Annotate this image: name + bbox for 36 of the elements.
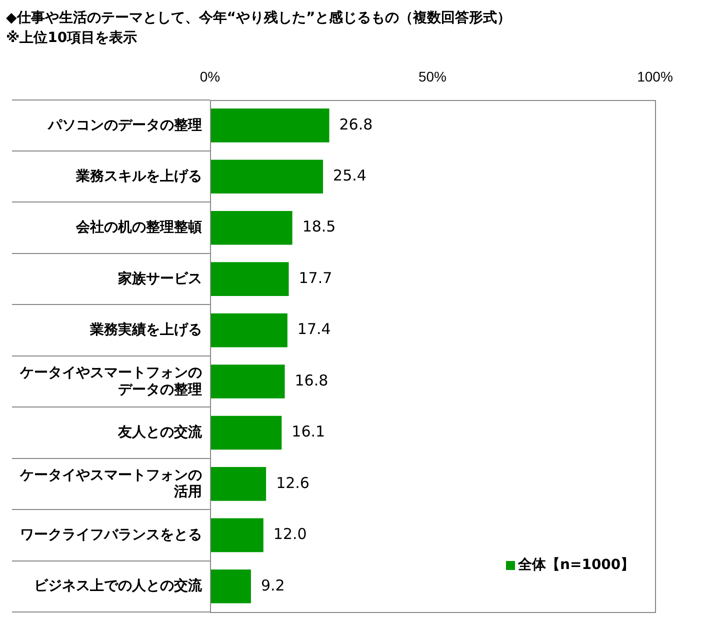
data-label: 25.4 [333, 166, 366, 185]
x-tick-label: 0% [200, 68, 220, 84]
y-tick-label: 業務実績を上げる [89, 321, 202, 338]
text: ※上位10項目を表示 [6, 29, 138, 48]
data-label: 12.6 [276, 474, 310, 492]
y-tick-label: 業務スキルを上げる [75, 167, 202, 184]
bar [210, 160, 324, 194]
bar [210, 416, 282, 450]
bar [210, 364, 285, 398]
bar [210, 569, 251, 604]
data-label: 18.5 [302, 218, 336, 236]
data-label: 16.1 [292, 422, 326, 441]
bar [210, 467, 266, 501]
data-label: 17.7 [298, 268, 332, 287]
x-tick-label: 50% [418, 68, 447, 84]
x-tick-label: 100% [637, 68, 673, 84]
data-label: 17.4 [297, 320, 331, 338]
y-tick-label: ケータイやスマートフォンのデータの整理 [19, 364, 202, 397]
bar [210, 313, 288, 348]
data-label: 12.0 [273, 525, 307, 544]
y-tick-label: ケータイやスマートフォンの活用 [19, 466, 202, 500]
y-tick-label: パソコンのデータの整理 [47, 116, 202, 132]
bar [210, 108, 330, 142]
data-label: 16.8 [294, 371, 328, 390]
chart-title: ◆仕事や生活のテーマとして、今年“やり残した”と感じるもの（複数回答形式） [6, 9, 512, 28]
y-tick-label: ワークライフバランスをとる [20, 526, 202, 542]
data-label: 26.8 [339, 115, 373, 134]
bar [210, 262, 289, 296]
bar [210, 518, 264, 552]
y-tick-label: 家族サービス [117, 270, 202, 286]
data-label: 9.2 [260, 576, 285, 594]
bar [210, 210, 292, 245]
legend-label: 全体【n=1000】 [518, 556, 635, 574]
y-tick-label: ビジネス上での人との交流 [34, 577, 203, 594]
y-tick-label: 会社の机の整理整頓 [75, 218, 202, 235]
y-tick-label: 友人との交流 [117, 424, 203, 440]
